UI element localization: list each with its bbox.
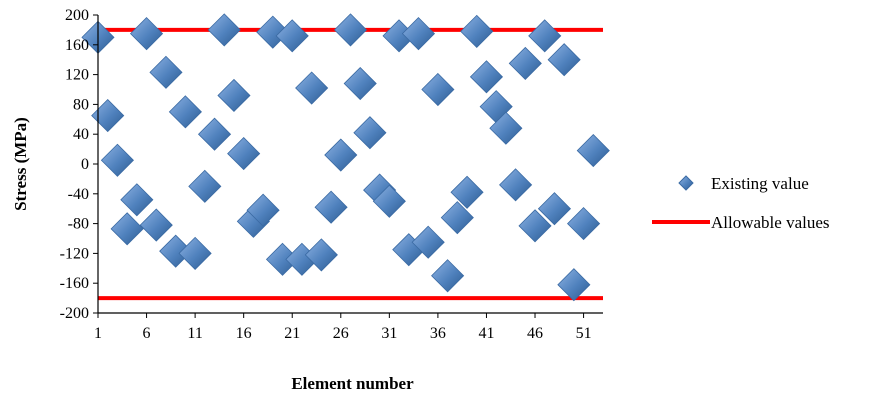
data-point xyxy=(343,66,377,101)
y-tick-label: 160 xyxy=(65,37,89,54)
data-point xyxy=(188,169,222,203)
x-tick-label: 26 xyxy=(333,325,349,342)
x-tick-label: 1 xyxy=(94,325,102,342)
data-point xyxy=(508,46,542,80)
data-point xyxy=(440,201,474,235)
data-point xyxy=(246,193,280,227)
data-point xyxy=(227,137,261,171)
data-point xyxy=(129,17,164,51)
x-tick-label: 51 xyxy=(576,325,592,342)
y-tick-label: 200 xyxy=(65,7,89,24)
y-tick-label: -160 xyxy=(60,275,89,292)
legend: Existing value Allowable values xyxy=(652,174,830,232)
data-point xyxy=(178,236,212,270)
x-tick-label: 6 xyxy=(143,325,151,342)
y-axis-title: Stress (MPa) xyxy=(11,117,30,211)
x-tick-label: 16 xyxy=(236,325,252,342)
data-point xyxy=(275,19,309,53)
data-point xyxy=(372,184,406,218)
x-axis-title: Element number xyxy=(291,374,414,393)
data-point xyxy=(450,175,484,209)
data-point xyxy=(217,78,251,113)
data-point xyxy=(120,183,154,217)
x-tick-label: 31 xyxy=(381,325,397,342)
y-tick-label: -200 xyxy=(60,305,89,322)
data-point xyxy=(353,116,387,150)
data-point xyxy=(304,238,338,272)
x-tick-label: 46 xyxy=(527,325,543,342)
y-tick-label: -120 xyxy=(60,245,89,262)
y-tick-label: 0 xyxy=(81,156,89,173)
data-point xyxy=(110,212,144,246)
data-point xyxy=(576,134,610,168)
x-tick-label: 21 xyxy=(284,325,300,342)
x-tick-label: 41 xyxy=(478,325,494,342)
legend-label-existing: Existing value xyxy=(711,174,809,193)
data-point xyxy=(460,14,494,48)
data-point xyxy=(489,111,523,145)
data-point xyxy=(168,95,202,129)
y-tick-label: 80 xyxy=(73,96,89,113)
y-tick-label: -40 xyxy=(68,186,89,203)
data-point xyxy=(431,259,465,293)
data-point xyxy=(567,207,601,241)
y-tick-label: -80 xyxy=(68,216,89,233)
y-tick-label: 40 xyxy=(73,126,89,143)
legend-item-allowable: Allowable values xyxy=(652,213,830,232)
data-point xyxy=(557,268,591,302)
x-tick-label: 11 xyxy=(187,325,202,342)
data-point xyxy=(333,13,368,47)
data-point xyxy=(207,13,241,47)
data-point xyxy=(518,209,552,243)
data-point xyxy=(411,225,445,259)
data-point xyxy=(537,192,572,226)
y-tick-label: 120 xyxy=(65,67,89,84)
data-point xyxy=(421,72,455,107)
data-point xyxy=(547,43,581,77)
legend-item-existing: Existing value xyxy=(678,174,809,193)
legend-diamond-marker xyxy=(678,175,694,191)
data-point xyxy=(528,19,562,53)
data-point xyxy=(295,71,329,105)
data-point xyxy=(197,117,232,151)
legend-label-allowable: Allowable values xyxy=(711,213,830,232)
data-point xyxy=(469,60,504,94)
data-point xyxy=(499,168,533,202)
plot-area xyxy=(81,13,610,302)
data-point xyxy=(100,143,134,177)
data-point xyxy=(149,55,183,89)
data-point xyxy=(91,99,125,133)
data-point xyxy=(314,190,348,224)
data-point xyxy=(401,17,436,51)
data-point xyxy=(324,138,358,172)
x-tick-label: 36 xyxy=(430,325,446,342)
data-point xyxy=(139,208,173,242)
